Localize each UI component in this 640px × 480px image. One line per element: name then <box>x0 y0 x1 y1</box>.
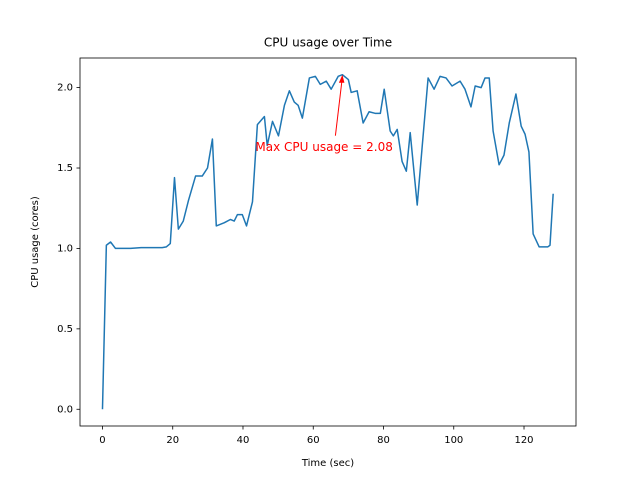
y-tick-label: 1.5 <box>57 163 73 174</box>
x-tick-label: 80 <box>377 435 390 446</box>
x-tick-label: 40 <box>237 435 250 446</box>
annotation-arrowhead <box>338 74 345 83</box>
annotation-arrow <box>334 76 343 136</box>
data-line <box>101 73 554 410</box>
x-tick-label: 60 <box>307 435 320 446</box>
x-tick-label: 120 <box>514 435 533 446</box>
plot-frame <box>79 57 577 427</box>
y-tick-label: 0.0 <box>57 404 73 415</box>
y-tick-label: 1.0 <box>57 243 73 254</box>
y-tick-label: 2.0 <box>57 83 73 94</box>
y-tick-label: 0.5 <box>57 324 73 335</box>
x-tick-label: 0 <box>99 435 105 446</box>
x-tick-label: 20 <box>166 435 179 446</box>
x-axis-label: Time (sec) <box>301 458 354 469</box>
annotation: Max CPU usage = 2.08 <box>255 140 392 154</box>
x-tick-label: 100 <box>444 435 463 446</box>
chart-title: CPU usage over Time <box>264 36 392 50</box>
y-axis-label: CPU usage (cores) <box>30 196 41 288</box>
